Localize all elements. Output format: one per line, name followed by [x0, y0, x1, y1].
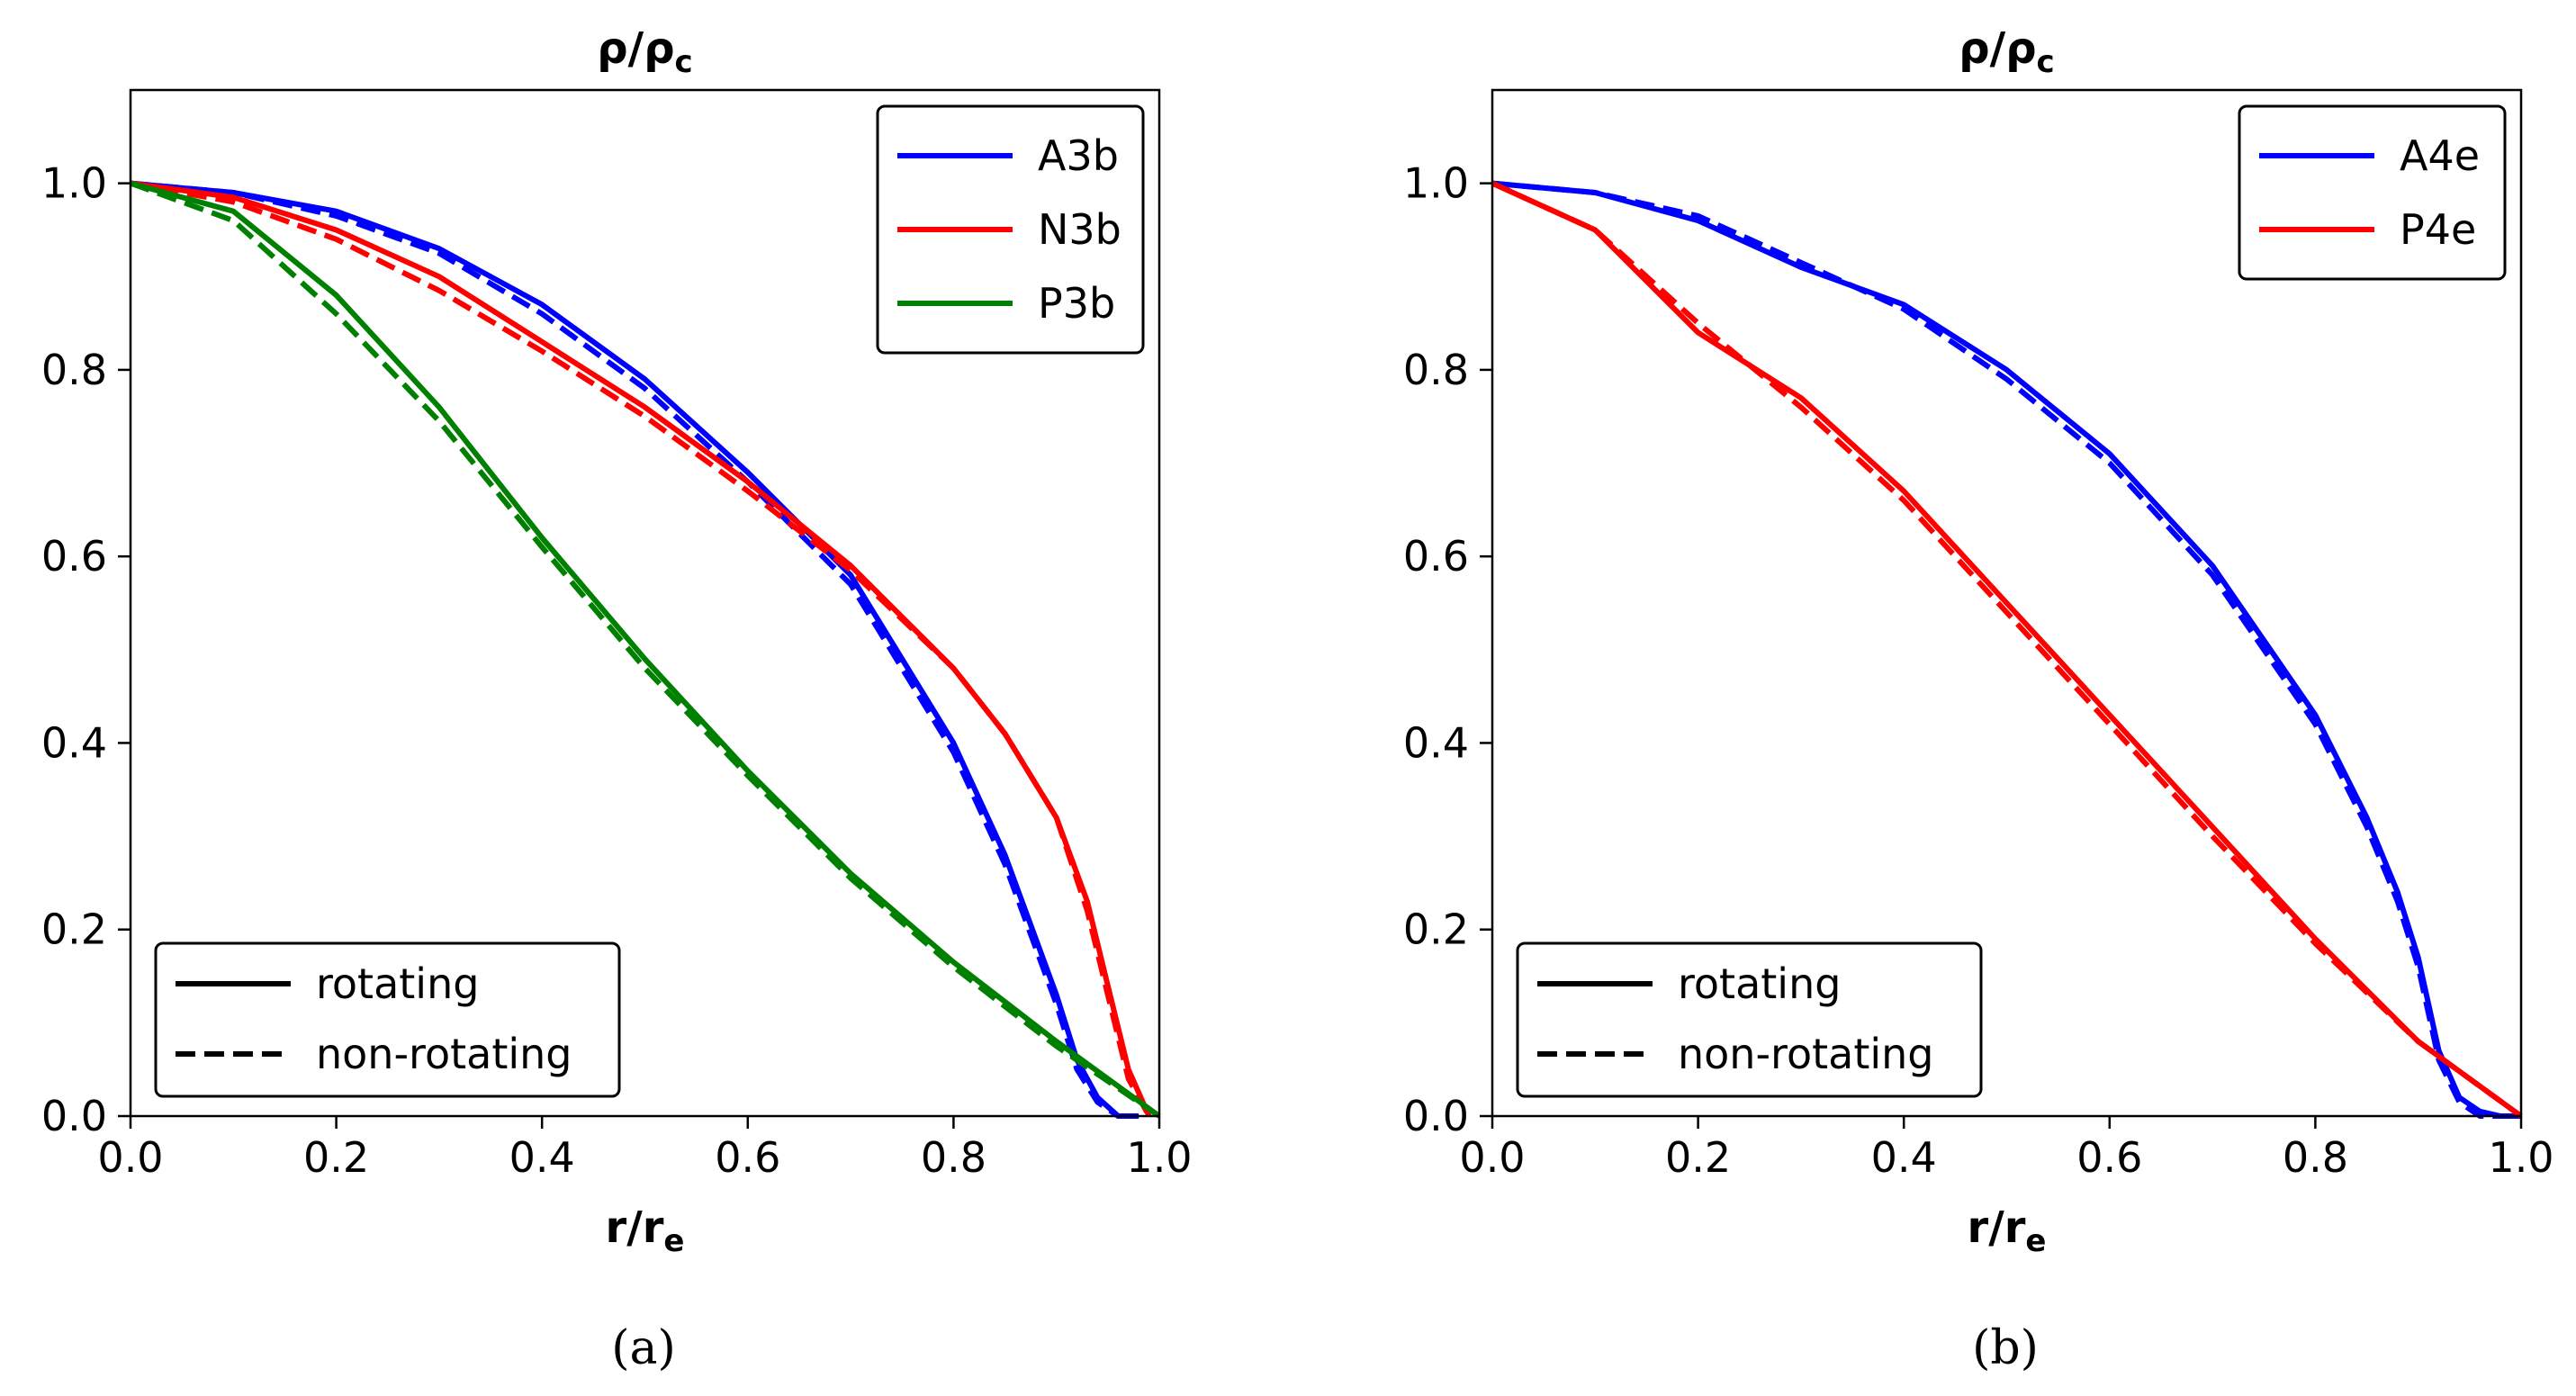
series-line-a3b-rotating: [130, 180, 1139, 1119]
y-tick-label: 0.6: [41, 532, 107, 581]
series-line-p3b-rotating: [130, 180, 1161, 1119]
x-tick-label: 0.0: [1459, 1133, 1525, 1182]
chart-title: ρ/ρc: [597, 23, 692, 80]
x-tick-label: 0.0: [97, 1133, 163, 1182]
y-tick-label: 0.4: [1403, 718, 1469, 767]
x-tick-label: 0.6: [715, 1133, 780, 1182]
x-tick-label: 0.4: [509, 1133, 575, 1182]
chart-title: ρ/ρc: [1959, 23, 2054, 80]
y-tick-label: 0.0: [1403, 1092, 1469, 1140]
legend-styles: rotating non-rotating: [154, 941, 621, 1098]
x-tick-label: 1.0: [2488, 1133, 2553, 1182]
plot-frame: [1491, 88, 2523, 1118]
chart-panel-1: 0.0 0.2 0.4 0.6 0.8 1.0 0.0 0.2 0.4 0.6 0.8 1.0 ρ/ρc…: [41, 23, 1193, 1375]
legend-label-rotating: rotating: [316, 959, 479, 1008]
series-line-p3b-non-rotating: [129, 180, 1161, 1119]
x-tick-label: 0.4: [1871, 1133, 1937, 1182]
legend-models: A3b N3b P3b: [876, 104, 1145, 355]
series-line-n3b-non-rotating: [130, 180, 1152, 1118]
panel-caption: (b): [1972, 1321, 2039, 1375]
x-tick-label: 0.8: [921, 1133, 986, 1182]
x-tick-label: 0.8: [2283, 1133, 2348, 1182]
y-tick-label: 0.2: [41, 905, 107, 954]
x-axis-label: r/re: [1968, 1202, 2047, 1259]
y-tick-label: 1.0: [41, 159, 107, 208]
panel-caption: (a): [611, 1321, 676, 1375]
x-tick-label: 0.2: [1665, 1133, 1731, 1182]
legend-label-p4e: P4e: [2400, 205, 2476, 254]
y-tick-label: 1.0: [1403, 159, 1469, 208]
legend-label-a4e: A4e: [2400, 131, 2480, 180]
legend-box: [2238, 104, 2507, 281]
legend-label-non-rotating: non-rotating: [316, 1030, 572, 1078]
series-line-p4e-non-rotating: [1491, 180, 2523, 1119]
legend-label-non-rotating: non-rotating: [1678, 1030, 1934, 1078]
x-tick-label: 1.0: [1126, 1133, 1192, 1182]
x-axis-label: r/re: [606, 1202, 685, 1259]
chart-panel-2: 0.0 0.2 0.4 0.6 0.8 1.0 0.0 0.2 0.4 0.6 0.8 1.0 ρ/ρc…: [1403, 23, 2554, 1375]
series-line-a4e-rotating: [1491, 180, 2521, 1119]
y-tick-label: 0.6: [1403, 532, 1469, 581]
series-line-a3b-non-rotating: [130, 180, 1139, 1119]
y-tick-label: 0.0: [41, 1092, 107, 1140]
legend-label-n3b: N3b: [1038, 205, 1121, 254]
legend-styles: rotating non-rotating: [1516, 941, 1983, 1098]
y-tick-label: 0.8: [1403, 346, 1469, 394]
y-tick-label: 0.8: [41, 346, 107, 394]
legend-label-p3b: P3b: [1038, 279, 1115, 328]
legend-label-rotating: rotating: [1678, 959, 1841, 1008]
x-tick-label: 0.6: [2076, 1133, 2142, 1182]
series-line-p4e-rotating: [1491, 180, 2523, 1119]
legend-label-a3b: A3b: [1038, 131, 1119, 180]
plot-frame: [129, 88, 1161, 1118]
y-tick-label: 0.4: [41, 718, 107, 767]
y-tick-label: 0.2: [1403, 905, 1469, 954]
x-tick-label: 0.2: [303, 1133, 369, 1182]
series-line-a4e-non-rotating: [1491, 180, 2521, 1119]
legend-models: A4e P4e: [2238, 104, 2507, 281]
